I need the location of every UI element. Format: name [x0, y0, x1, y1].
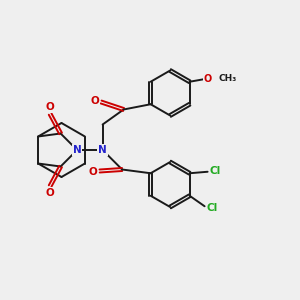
Text: N: N	[73, 145, 82, 155]
Text: CH₃: CH₃	[219, 74, 237, 83]
Text: O: O	[88, 167, 98, 177]
Text: O: O	[45, 188, 54, 198]
Text: Cl: Cl	[206, 203, 218, 213]
Text: O: O	[45, 102, 54, 112]
Text: O: O	[204, 74, 212, 84]
Text: O: O	[90, 95, 99, 106]
Text: N: N	[98, 145, 107, 155]
Text: Cl: Cl	[209, 166, 221, 176]
